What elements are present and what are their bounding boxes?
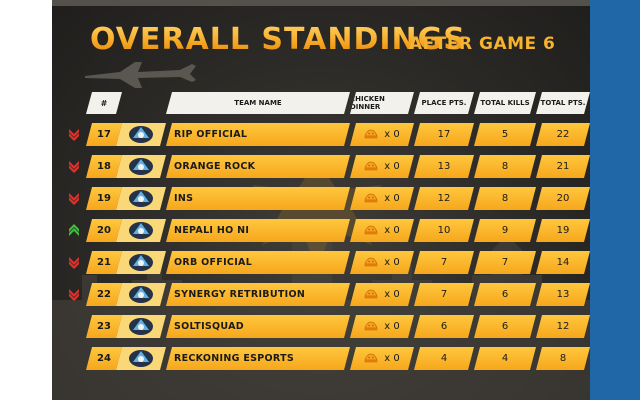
chicken-dinner-count: x 0 (384, 129, 400, 140)
side-blue-bar (590, 0, 640, 400)
chicken-dinner-cell: x 0 (350, 123, 414, 146)
total-points-cell: 20 (536, 187, 590, 210)
team-name-cell: SOLTISQUAD (166, 315, 350, 338)
chicken-dinner-cell: x 0 (350, 155, 414, 178)
chicken-dinner-icon (364, 288, 378, 302)
rank-cell: 23 (86, 315, 122, 338)
rank-cell: 18 (86, 155, 122, 178)
chicken-dinner-icon (364, 256, 378, 270)
total-kills-cell: 4 (474, 347, 536, 370)
chicken-dinner-count: x 0 (384, 289, 400, 300)
rank-cell: 24 (86, 347, 122, 370)
total-kills-cell: 7 (474, 251, 536, 274)
team-name-cell: RECKONING ESPORTS (166, 347, 350, 370)
rank-cell: 22 (86, 283, 122, 306)
page-title: OVERALL STANDINGS (90, 22, 466, 57)
place-points-cell: 4 (414, 347, 474, 370)
table-row: 23 SOLTISQUAD x 0 6 6 12 (52, 315, 590, 338)
team-name-cell: INS (166, 187, 350, 210)
team-name-cell: SYNERGY RETRIBUTION (166, 283, 350, 306)
total-points-cell: 12 (536, 315, 590, 338)
column-header-chicken-dinner: CHICKEN DINNER (350, 92, 414, 114)
chicken-dinner-cell: x 0 (350, 347, 414, 370)
place-points-cell: 10 (414, 219, 474, 242)
place-points-cell: 13 (414, 155, 474, 178)
team-name-cell: RIP OFFICIAL (166, 123, 350, 146)
chicken-dinner-count: x 0 (384, 225, 400, 236)
table-row: 20 NEPALI HO NI x 0 10 9 19 (52, 219, 590, 242)
rank-cell: 19 (86, 187, 122, 210)
column-header-total-points: TOTAL PTS. (536, 92, 590, 114)
chicken-dinner-count: x 0 (384, 257, 400, 268)
place-points-cell: 12 (414, 187, 474, 210)
chicken-dinner-count: x 0 (384, 161, 400, 172)
total-points-cell: 13 (536, 283, 590, 306)
place-points-cell: 7 (414, 251, 474, 274)
total-kills-cell: 8 (474, 187, 536, 210)
chicken-dinner-cell: x 0 (350, 187, 414, 210)
team-logo-icon (116, 219, 166, 242)
chicken-dinner-count: x 0 (384, 193, 400, 204)
team-logo-icon (116, 315, 166, 338)
chicken-dinner-icon (364, 352, 378, 366)
place-points-cell: 6 (414, 315, 474, 338)
chicken-dinner-count: x 0 (384, 321, 400, 332)
total-kills-cell: 6 (474, 283, 536, 306)
table-row: 19 INS x 0 12 8 20 (52, 187, 590, 210)
rank-cell: 21 (86, 251, 122, 274)
team-logo-icon (116, 187, 166, 210)
chicken-dinner-icon (364, 160, 378, 174)
plane-silhouette (85, 62, 196, 88)
chicken-dinner-cell: x 0 (350, 251, 414, 274)
chicken-dinner-icon (364, 128, 378, 142)
team-name-cell: ORANGE ROCK (166, 155, 350, 178)
chicken-dinner-cell: x 0 (350, 315, 414, 338)
team-name-cell: ORB OFFICIAL (166, 251, 350, 274)
total-points-cell: 8 (536, 347, 590, 370)
chicken-dinner-icon (364, 224, 378, 238)
rank-cell: 20 (86, 219, 122, 242)
total-points-cell: 19 (536, 219, 590, 242)
team-name-cell: NEPALI HO NI (166, 219, 350, 242)
table-row: 21 ORB OFFICIAL x 0 7 7 14 (52, 251, 590, 274)
chicken-dinner-cell: x 0 (350, 219, 414, 242)
total-points-cell: 22 (536, 123, 590, 146)
chicken-dinner-count: x 0 (384, 353, 400, 364)
column-header-total-kills: TOTAL KILLS (474, 92, 536, 114)
team-logo-icon (116, 347, 166, 370)
chicken-dinner-icon (364, 192, 378, 206)
total-kills-cell: 6 (474, 315, 536, 338)
chicken-dinner-cell: x 0 (350, 283, 414, 306)
table-row: 18 ORANGE ROCK x 0 13 8 21 (52, 155, 590, 178)
total-points-cell: 14 (536, 251, 590, 274)
place-points-cell: 17 (414, 123, 474, 146)
chicken-dinner-icon (364, 320, 378, 334)
total-points-cell: 21 (536, 155, 590, 178)
total-kills-cell: 9 (474, 219, 536, 242)
column-header-place-points: PLACE PTS. (414, 92, 474, 114)
panel-top-border (52, 0, 590, 6)
place-points-cell: 7 (414, 283, 474, 306)
page-subtitle: AFTER GAME 6 (409, 34, 556, 54)
team-logo-icon (116, 251, 166, 274)
standings-panel: OVERALL STANDINGS AFTER GAME 6 # TEAM NA… (52, 0, 590, 400)
table-row: 22 SYNERGY RETRIBUTION x 0 7 6 13 (52, 283, 590, 306)
rank-cell: 17 (86, 123, 122, 146)
team-logo-icon (116, 155, 166, 178)
table-row: 17 RIP OFFICIAL x 0 17 5 22 (52, 123, 590, 146)
eagle-emblem-watermark (252, 160, 382, 270)
column-header-rank: # (86, 92, 122, 114)
total-kills-cell: 8 (474, 155, 536, 178)
column-header-team: TEAM NAME (166, 92, 350, 114)
team-logo-icon (116, 283, 166, 306)
team-logo-icon (116, 123, 166, 146)
total-kills-cell: 5 (474, 123, 536, 146)
